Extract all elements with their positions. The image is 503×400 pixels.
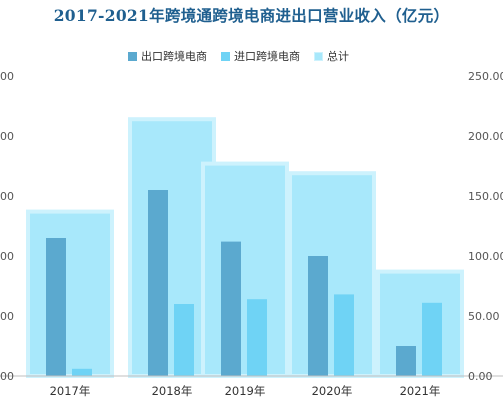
legend-swatch-export <box>128 51 137 61</box>
legend-label-export: 出口跨境电商 <box>141 50 207 63</box>
chart-title: 2017-2021年跨境通跨境电商进出口营业收入（亿元） <box>53 6 450 25</box>
right-tick-label: 150.00 <box>468 190 503 203</box>
left-tick-label: 00 <box>0 310 14 323</box>
right-tick-label: 200.00 <box>468 130 503 143</box>
x-tick-label: 2017年 <box>50 384 91 398</box>
legend-swatch-import <box>221 51 230 61</box>
bar-import-2017年 <box>72 368 92 376</box>
chart-legend: 出口跨境电商 进口跨境电商 总计 <box>128 48 349 64</box>
bar-import-2021年 <box>422 302 442 376</box>
left-tick-label: 00 <box>0 370 14 383</box>
legend-swatch-total <box>314 51 323 61</box>
legend-item-export: 出口跨境电商 <box>128 48 207 64</box>
left-tick-label: 00 <box>0 70 14 83</box>
legend-label-import: 进口跨境电商 <box>234 50 300 63</box>
left-tick-label: 00 <box>0 130 14 143</box>
x-tick-label: 2018年 <box>152 384 193 398</box>
bar-import-2020年 <box>334 294 354 376</box>
bar-export-2017年 <box>46 238 66 376</box>
bar-export-2021年 <box>396 346 416 376</box>
x-tick-label: 2021年 <box>400 384 441 398</box>
bar-import-2018年 <box>174 304 194 376</box>
left-tick-label: 00 <box>0 190 14 203</box>
bar-total-2017年 <box>26 209 114 378</box>
bar-export-2020年 <box>308 256 328 376</box>
x-tick-label: 2020年 <box>312 384 353 398</box>
left-tick-label: 00 <box>0 250 14 263</box>
bar-total-2020年 <box>288 171 376 378</box>
right-tick-label: 0.00 <box>468 370 493 383</box>
right-tick-label: 250.00 <box>468 70 503 83</box>
bar-export-2018年 <box>148 190 168 376</box>
right-tick-label: 50.00 <box>468 310 500 323</box>
x-tick-label: 2019年 <box>225 384 266 398</box>
legend-item-total: 总计 <box>314 48 349 64</box>
right-tick-label: 100.00 <box>468 250 503 263</box>
bar-total-2019年 <box>201 161 289 378</box>
bar-import-2019年 <box>247 299 267 376</box>
legend-label-total: 总计 <box>327 50 349 63</box>
bar-export-2019年 <box>221 241 241 376</box>
legend-item-import: 进口跨境电商 <box>221 48 300 64</box>
bar-total-2021年 <box>376 269 464 379</box>
